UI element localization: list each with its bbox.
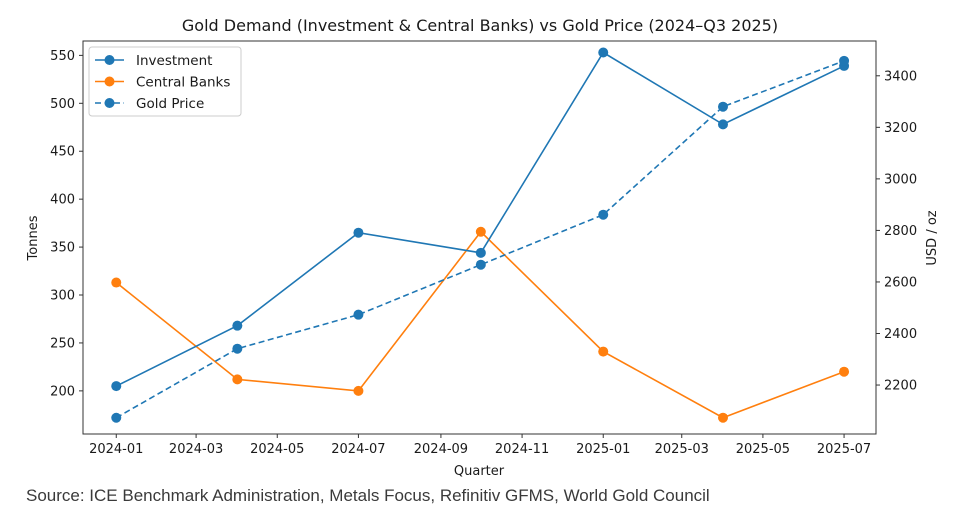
data-point-investment (232, 320, 243, 331)
y2-tick-label: 2600 (884, 275, 917, 290)
data-point-central-banks (232, 374, 243, 385)
data-point-central-banks (598, 346, 609, 357)
data-point-central-banks (111, 277, 122, 288)
x-tick-label: 2025-05 (736, 442, 790, 457)
x-axis: 2024-01 2024-03 2024-05 2024-07 2024-09 2024-… (89, 434, 871, 457)
data-point-gold-price (353, 309, 364, 320)
series-line-central-banks (115, 230, 845, 419)
data-point-gold-price (475, 259, 486, 270)
x-tick-label: 2025-07 (817, 442, 871, 457)
source-note: Source: ICE Benchmark Administration, Me… (26, 486, 710, 505)
data-point-central-banks (475, 226, 486, 237)
legend-marker (104, 55, 115, 65)
y-axis-label: Tonnes (26, 215, 41, 261)
series-central-banks (111, 226, 850, 423)
y-tick-label: 550 (50, 49, 75, 64)
right-y-axis: 2200 2400 2600 2800 3000 3200 3400 (876, 69, 917, 394)
data-point-investment (717, 119, 728, 130)
data-point-gold-price (598, 209, 609, 220)
x-tick-label: 2025-03 (655, 442, 709, 457)
legend-item-investment: Investment (95, 53, 212, 69)
y-tick-label: 350 (50, 241, 75, 256)
data-point-central-banks (717, 412, 728, 423)
data-point-gold-price (111, 412, 122, 423)
x-tick-label: 2024-11 (495, 442, 549, 457)
legend-label: Gold Price (136, 96, 204, 112)
data-point-gold-price (839, 55, 850, 66)
legend-label: Investment (136, 53, 212, 69)
legend-marker (104, 76, 115, 87)
legend-item-gold-price: Gold Price (95, 96, 204, 112)
data-point-investment (598, 47, 609, 58)
data-point-central-banks (839, 366, 850, 377)
x-tick-label: 2024-07 (331, 442, 385, 457)
y2-tick-label: 2200 (884, 379, 917, 394)
y-tick-label: 250 (50, 336, 75, 351)
y2-tick-label: 3000 (884, 172, 917, 187)
left-y-axis: 200 250 300 350 400 450 500 550 (50, 49, 83, 399)
data-point-gold-price (717, 101, 728, 112)
y2-tick-label: 3200 (884, 121, 917, 136)
y-tick-label: 500 (50, 97, 75, 112)
chart-title: Gold Demand (Investment & Central Banks)… (182, 16, 778, 35)
y2-tick-label: 2400 (884, 327, 917, 342)
x-tick-label: 2025-01 (576, 442, 630, 457)
data-point-central-banks (353, 385, 364, 396)
y2-axis-label: USD / oz (925, 210, 940, 265)
y2-tick-label: 2800 (884, 224, 917, 239)
plot-frame (82, 40, 877, 435)
data-point-gold-price (232, 343, 243, 354)
y2-tick-label: 3400 (884, 69, 917, 84)
x-tick-label: 2024-03 (169, 442, 223, 457)
y-tick-label: 300 (50, 289, 75, 304)
x-tick-label: 2024-05 (250, 442, 304, 457)
x-tick-label: 2024-09 (414, 442, 468, 457)
y-tick-label: 450 (50, 145, 75, 160)
data-point-investment (353, 227, 364, 238)
legend: Investment Central Banks Gold Price (88, 46, 242, 117)
legend-box (88, 46, 242, 117)
x-tick-label: 2024-01 (89, 442, 143, 457)
x-axis-label: Quarter (454, 464, 505, 479)
y-tick-label: 400 (50, 193, 75, 208)
legend-marker (104, 98, 115, 108)
legend-label: Central Banks (136, 74, 230, 90)
data-point-investment (475, 247, 486, 258)
series-gold-price (111, 55, 850, 423)
y-tick-label: 200 (50, 384, 75, 399)
series-layer (111, 47, 850, 423)
data-point-investment (111, 381, 122, 392)
legend-item-central-banks: Central Banks (95, 74, 230, 90)
